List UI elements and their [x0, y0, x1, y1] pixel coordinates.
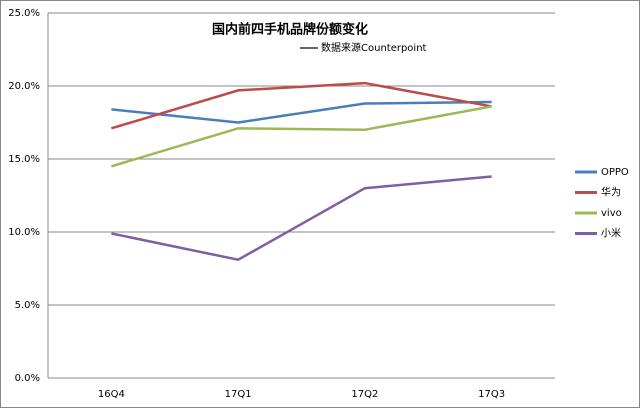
- x-tick-label: 17Q2: [351, 389, 378, 400]
- y-tick-label: 10.0%: [8, 227, 40, 238]
- y-tick-label: 15.0%: [8, 154, 40, 165]
- legend-label: vivo: [601, 208, 622, 219]
- annotation: 数据来源Counterpoint: [321, 41, 427, 54]
- series-line: [111, 175, 492, 262]
- y-tick-label: 5.0%: [15, 300, 40, 311]
- chart-title: 国内前四手机品牌份额变化: [212, 22, 368, 38]
- legend-label: 小米: [601, 227, 621, 240]
- legend-label: OPPO: [601, 167, 629, 178]
- y-tick-label: 25.0%: [8, 8, 40, 19]
- y-tick-label: 20.0%: [8, 81, 40, 92]
- series-line: [111, 81, 492, 130]
- series-line: [111, 100, 492, 124]
- legend-label: 华为: [601, 186, 621, 199]
- x-tick-label: 16Q4: [98, 389, 125, 400]
- x-tick-label: 17Q3: [478, 389, 505, 400]
- series-line: [111, 105, 492, 168]
- x-tick-label: 17Q1: [225, 389, 252, 400]
- y-tick-label: 0.0%: [15, 373, 40, 384]
